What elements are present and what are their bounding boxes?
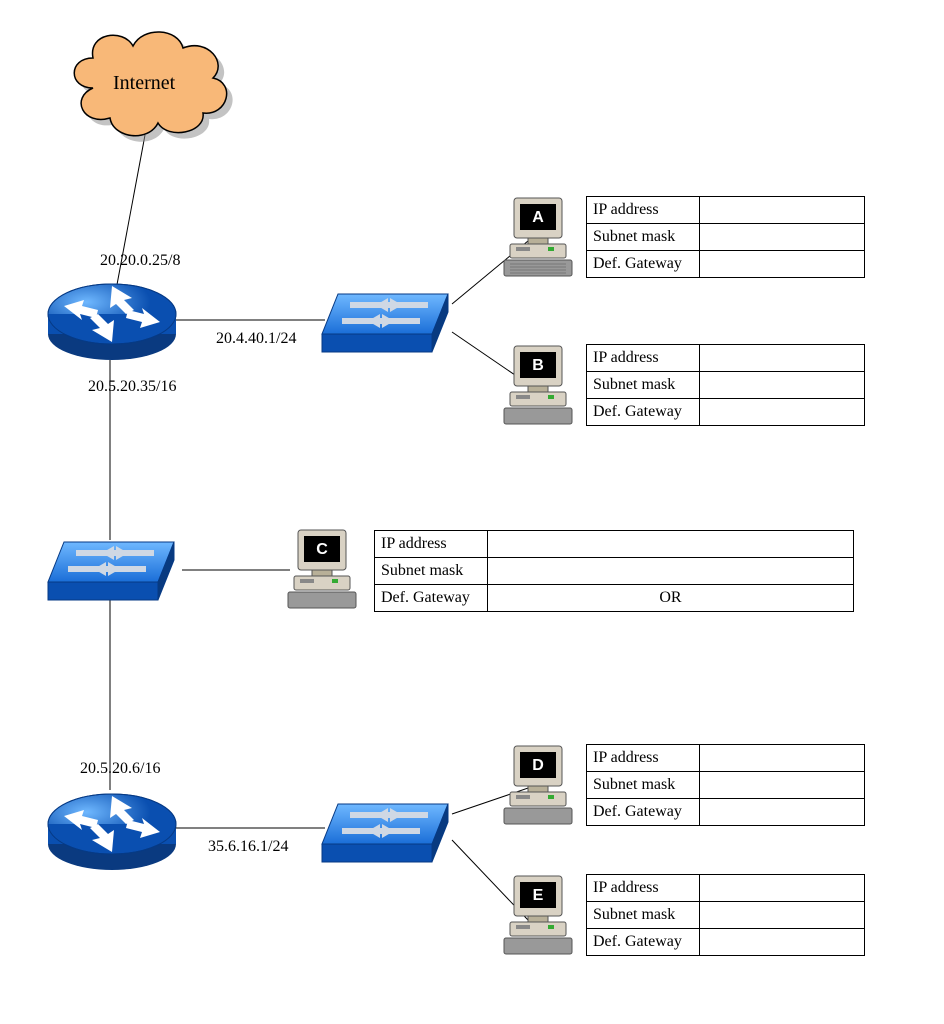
- row-label: Def. Gateway: [587, 399, 700, 426]
- row-label: IP address: [587, 745, 700, 772]
- label-r2-up: 20.5.20.6/16: [80, 760, 160, 778]
- pc-e-letter: E: [526, 887, 550, 905]
- internet-label: Internet: [113, 72, 175, 95]
- row-label: Def. Gateway: [587, 799, 700, 826]
- row-label: Subnet mask: [375, 558, 488, 585]
- table-c: IP address Subnet mask Def. GatewayOR: [374, 530, 854, 612]
- row-label: Def. Gateway: [587, 251, 700, 278]
- table-a-mask: [700, 224, 865, 251]
- row-label: IP address: [375, 531, 488, 558]
- row-label: Def. Gateway: [587, 929, 700, 956]
- label-r1-right: 20.4.40.1/24: [216, 330, 296, 348]
- pc-c-icon: [282, 524, 362, 614]
- pc-a-icon: [498, 192, 578, 282]
- pc-e-icon: [498, 870, 578, 960]
- label-r1-down: 20.5.20.35/16: [88, 378, 176, 396]
- pc-b-icon: [498, 340, 578, 430]
- table-c-ip: [488, 531, 854, 558]
- pc-c-letter: C: [310, 541, 334, 559]
- label-r1-up: 20.20.0.25/8: [100, 252, 180, 270]
- pc-b-letter: B: [526, 357, 550, 375]
- row-label: Subnet mask: [587, 772, 700, 799]
- table-a-ip: [700, 197, 865, 224]
- table-e-gw: [700, 929, 865, 956]
- table-d: IP address Subnet mask Def. Gateway: [586, 744, 865, 826]
- row-label: IP address: [587, 875, 700, 902]
- row-label: Subnet mask: [587, 224, 700, 251]
- table-b-ip: [700, 345, 865, 372]
- router-2: [42, 780, 182, 880]
- table-e-mask: [700, 902, 865, 929]
- pc-a-letter: A: [526, 209, 550, 227]
- table-d-mask: [700, 772, 865, 799]
- table-a-gw: [700, 251, 865, 278]
- table-c-gw: OR: [488, 585, 854, 612]
- table-e: IP address Subnet mask Def. Gateway: [586, 874, 865, 956]
- label-r2-right: 35.6.16.1/24: [208, 838, 288, 856]
- switch-2: [46, 530, 186, 610]
- table-d-ip: [700, 745, 865, 772]
- table-b: IP address Subnet mask Def. Gateway: [586, 344, 865, 426]
- row-label: IP address: [587, 197, 700, 224]
- switch-1: [320, 282, 460, 362]
- table-d-gw: [700, 799, 865, 826]
- table-e-ip: [700, 875, 865, 902]
- row-label: Subnet mask: [587, 372, 700, 399]
- row-label: Def. Gateway: [375, 585, 488, 612]
- pc-d-icon: [498, 740, 578, 830]
- table-b-mask: [700, 372, 865, 399]
- row-label: IP address: [587, 345, 700, 372]
- switch-3: [320, 792, 460, 872]
- table-c-mask: [488, 558, 854, 585]
- pc-d-letter: D: [526, 757, 550, 775]
- row-label: Subnet mask: [587, 902, 700, 929]
- table-a: IP address Subnet mask Def. Gateway: [586, 196, 865, 278]
- router-1: [42, 270, 182, 370]
- table-b-gw: [700, 399, 865, 426]
